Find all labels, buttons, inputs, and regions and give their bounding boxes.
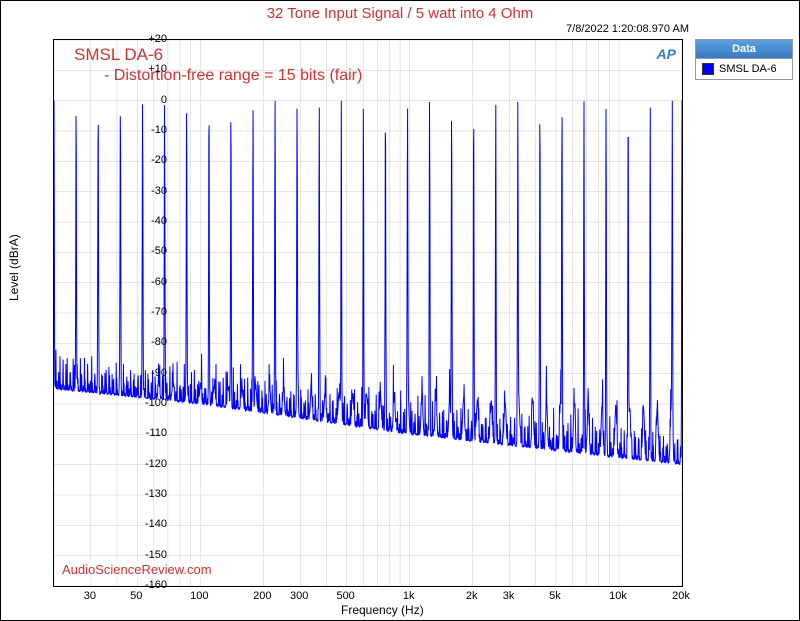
xtick: 5k — [549, 590, 561, 602]
y-axis-label: Level (dBrA) — [7, 234, 21, 301]
legend-swatch — [702, 63, 714, 75]
x-axis-label: Frequency (Hz) — [341, 603, 424, 617]
xtick: 50 — [130, 590, 142, 602]
ytick: -80 — [137, 336, 167, 348]
ytick: -140 — [137, 518, 167, 530]
ytick: 0 — [137, 94, 167, 106]
ytick: -20 — [137, 154, 167, 166]
xtick: 20k — [672, 590, 690, 602]
ytick: +20 — [137, 33, 167, 45]
ytick: +10 — [137, 63, 167, 75]
xtick: 1k — [403, 590, 415, 602]
ap-logo: AP — [657, 46, 676, 62]
ytick: -30 — [137, 185, 167, 197]
ytick: -130 — [137, 488, 167, 500]
ytick: -40 — [137, 215, 167, 227]
xtick: 300 — [290, 590, 308, 602]
xtick: 10k — [609, 590, 627, 602]
ytick: -120 — [137, 458, 167, 470]
timestamp: 7/8/2022 1:20:08.970 AM — [566, 23, 689, 35]
xtick: 30 — [84, 590, 96, 602]
ytick: -60 — [137, 276, 167, 288]
xtick: 200 — [253, 590, 271, 602]
legend-item: SMSL DA-6 — [696, 59, 792, 79]
ytick: -50 — [137, 245, 167, 257]
xtick: 500 — [336, 590, 354, 602]
ytick: -150 — [137, 549, 167, 561]
ytick: -90 — [137, 367, 167, 379]
xtick: 2k — [466, 590, 478, 602]
xtick: 3k — [503, 590, 515, 602]
ytick: -70 — [137, 306, 167, 318]
watermark: AudioScienceReview.com — [60, 561, 214, 578]
chart-title: 32 Tone Input Signal / 5 watt into 4 Ohm — [1, 1, 799, 22]
ytick: -110 — [137, 427, 167, 439]
ytick: -100 — [137, 397, 167, 409]
legend-header: Data — [696, 40, 792, 59]
chart-container: 32 Tone Input Signal / 5 watt into 4 Ohm… — [0, 0, 800, 621]
legend: Data SMSL DA-6 — [695, 39, 793, 80]
device-annotation: SMSL DA-6 — [74, 45, 163, 65]
ytick: -10 — [137, 124, 167, 136]
xtick: 100 — [190, 590, 208, 602]
legend-label: SMSL DA-6 — [719, 63, 777, 75]
